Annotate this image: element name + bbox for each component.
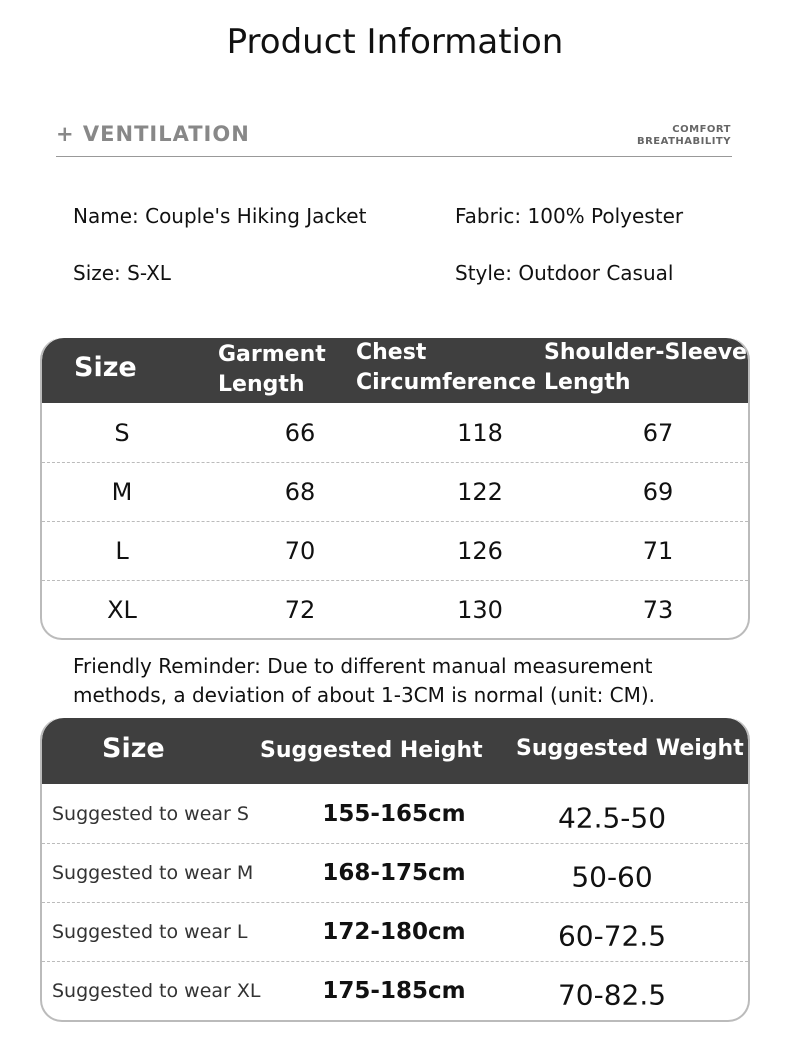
ventilation-label: + VENTILATION <box>56 122 250 146</box>
size-cell: 66 <box>284 418 316 447</box>
fit-height: 168-175cm <box>322 860 466 886</box>
product-size: Size: S-XL <box>73 261 171 285</box>
size-cell: 72 <box>284 596 316 624</box>
size-row: M 68 122 69 <box>42 462 748 521</box>
size-cell: 71 <box>642 537 674 565</box>
header-height: Suggested Height <box>260 738 483 763</box>
size-cell: 70 <box>284 537 316 565</box>
size-cell: 122 <box>457 478 503 506</box>
header-text: Garment <box>218 342 326 367</box>
size-cell: M <box>111 478 133 506</box>
fit-height: 175-185cm <box>322 978 466 1004</box>
fit-table-header: Size Suggested Height Suggested Weight <box>42 718 748 784</box>
size-cell: 68 <box>284 478 316 506</box>
divider <box>56 156 732 157</box>
fit-weight: 60-72.5 <box>557 919 667 953</box>
header-text: Length <box>218 372 305 397</box>
header-garment-length: Garment Length <box>218 340 326 400</box>
size-cell: 67 <box>642 418 674 447</box>
size-row: XL 72 130 73 <box>42 580 748 638</box>
size-cell: 130 <box>457 596 503 624</box>
size-chart-header: Size Garment Length Chest Circumference Sh… <box>42 338 748 403</box>
header-text: Length <box>544 370 631 395</box>
size-cell: XL <box>107 596 137 624</box>
header-weight: Suggested Weight <box>516 736 744 761</box>
header-text: Circumference <box>356 370 537 395</box>
size-cell: 118 <box>457 418 503 447</box>
friendly-reminder: Friendly Reminder: Due to different manu… <box>73 652 753 710</box>
page-title: Product Information <box>226 22 564 62</box>
size-row: L 70 126 71 <box>42 521 748 580</box>
fit-size-label: Suggested to wear L <box>52 921 248 943</box>
fit-weight: 42.5-50 <box>557 801 667 834</box>
fit-weight: 50-60 <box>571 860 653 894</box>
product-style: Style: Outdoor Casual <box>455 261 674 285</box>
size-cell: 69 <box>642 478 674 506</box>
size-cell: 73 <box>642 596 674 624</box>
fit-height: 155-165cm <box>322 800 466 827</box>
reminder-line: Friendly Reminder: Due to different manu… <box>73 654 653 678</box>
header-text: Shoulder-Sleeve <box>544 340 747 365</box>
fit-weight: 70-82.5 <box>557 978 667 1012</box>
product-fabric: Fabric: 100% Polyester <box>455 204 684 228</box>
fit-row: Suggested to wear L 172-180cm 60-72.5 <box>42 902 748 961</box>
header-shoulder-sleeve: Shoulder-Sleeve Length <box>544 338 747 398</box>
fit-row: Suggested to wear S 155-165cm 42.5-50 <box>42 784 748 843</box>
size-cell: L <box>115 537 129 565</box>
header-chest: Chest Circumference <box>356 338 536 398</box>
fit-row: Suggested to wear XL 175-185cm 70-82.5 <box>42 961 748 1020</box>
size-row: S 66 118 67 <box>42 403 748 462</box>
reminder-line: methods, a deviation of about 1-3CM is n… <box>73 683 656 707</box>
header-size: Size <box>74 352 137 383</box>
size-cell: S <box>114 418 130 447</box>
size-cell: 126 <box>457 537 503 565</box>
fit-table: Size Suggested Height Suggested Weight S… <box>40 718 750 1022</box>
fit-size-label: Suggested to wear XL <box>52 980 261 1002</box>
breathability-text: BREATHABILITY <box>636 136 731 147</box>
header-text: Chest <box>356 340 427 365</box>
fit-size-label: Suggested to wear S <box>52 802 249 825</box>
size-chart-table: Size Garment Length Chest Circumference Sh… <box>40 338 750 640</box>
comfort-text: COMFORT <box>672 124 731 135</box>
header-size: Size <box>102 733 165 764</box>
fit-height: 172-180cm <box>322 919 466 945</box>
fit-row: Suggested to wear M 168-175cm 50-60 <box>42 843 748 902</box>
fit-size-label: Suggested to wear M <box>52 862 254 884</box>
comfort-breathability-label: COMFORT BREATHABILITY <box>637 124 731 148</box>
product-name: Name: Couple's Hiking Jacket <box>73 204 367 228</box>
